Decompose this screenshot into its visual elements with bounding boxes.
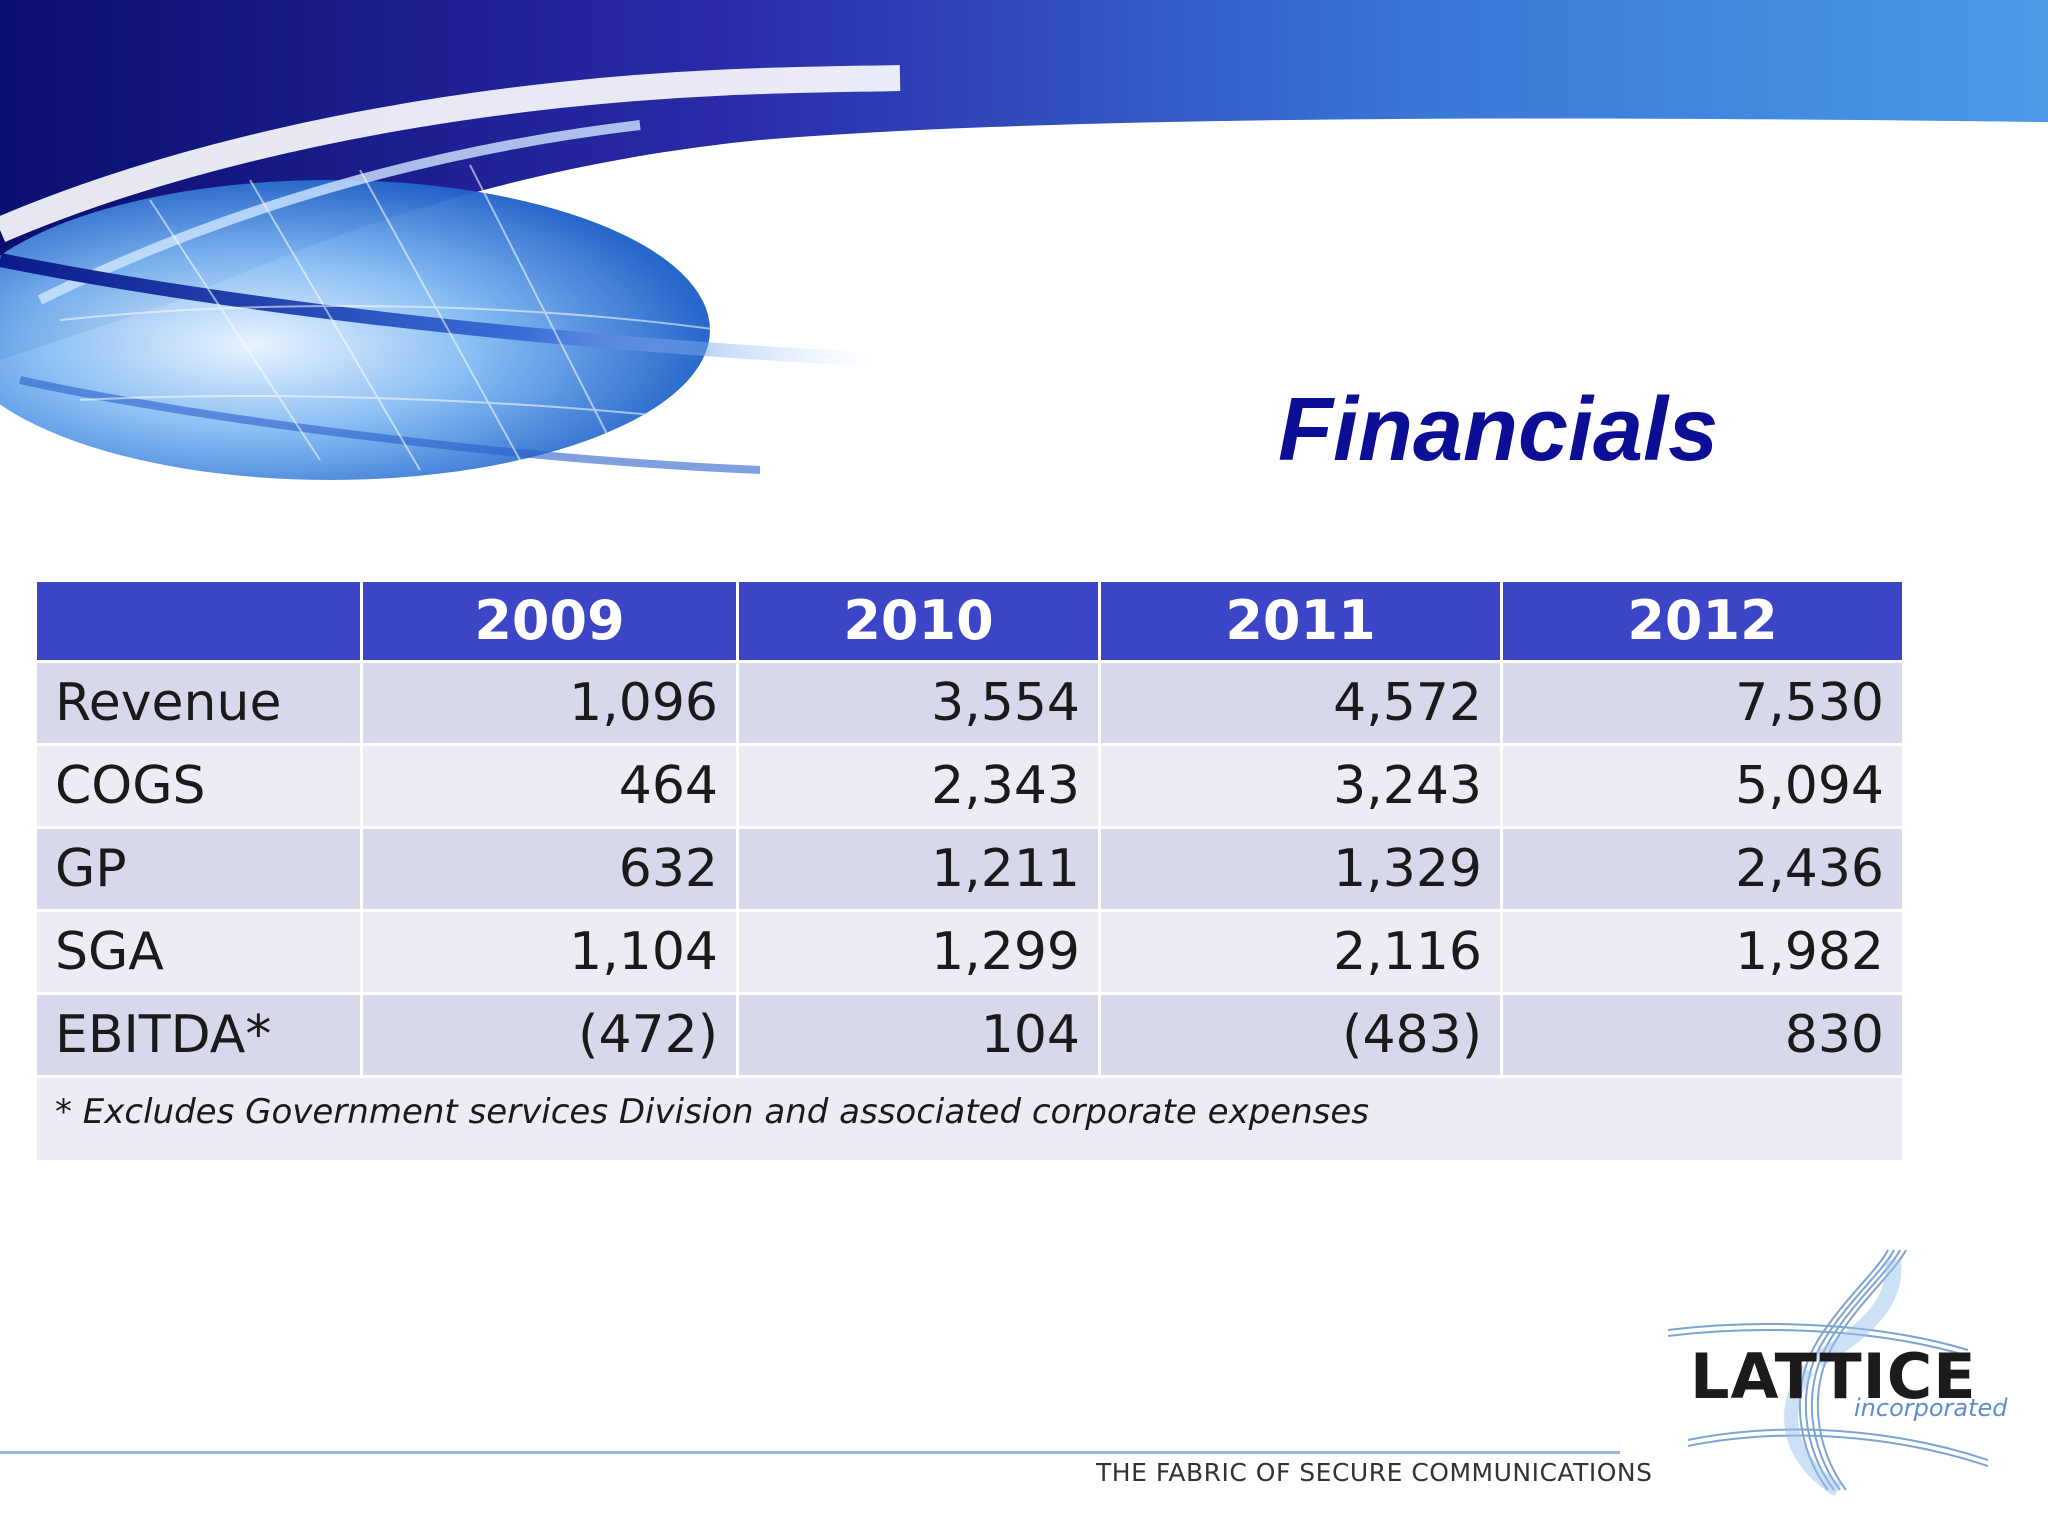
table-cell: 2,116 [1101, 912, 1500, 992]
slide-title: Financials [1278, 380, 1719, 480]
table-row-sga: SGA 1,104 1,299 2,116 1,982 [37, 912, 1902, 992]
table-cell: 3,243 [1101, 746, 1500, 826]
table-cell: (483) [1101, 995, 1500, 1075]
header-cell-2011: 2011 [1101, 582, 1500, 660]
header-cell-2009: 2009 [363, 582, 736, 660]
table-cell: 2,436 [1503, 829, 1902, 909]
table-cell: 1,982 [1503, 912, 1902, 992]
lattice-ribbon-logo-icon [1668, 1249, 1988, 1497]
logo-wordmark: LATTICE [1690, 1340, 1977, 1413]
header-cell-2010: 2010 [739, 582, 1098, 660]
financials-table: 2009 2010 2011 2012 Revenue 1,096 3,554 … [34, 579, 1905, 1163]
table-cell: (472) [363, 995, 736, 1075]
table-header-row: 2009 2010 2011 2012 [37, 582, 1902, 660]
table-cell: 1,329 [1101, 829, 1500, 909]
row-label: GP [37, 829, 360, 909]
table-cell: 7,530 [1503, 663, 1902, 743]
header-cell-2012: 2012 [1503, 582, 1902, 660]
footer-divider [0, 1451, 1620, 1454]
table-cell: 1,096 [363, 663, 736, 743]
table-cell: 1,104 [363, 912, 736, 992]
row-label: Revenue [37, 663, 360, 743]
table-row-ebitda: EBITDA* (472) 104 (483) 830 [37, 995, 1902, 1075]
table-footnote: * Excludes Government services Division … [37, 1078, 1902, 1160]
row-label: EBITDA* [37, 995, 360, 1075]
row-label: SGA [37, 912, 360, 992]
table-row-cogs: COGS 464 2,343 3,243 5,094 [37, 746, 1902, 826]
table-cell: 5,094 [1503, 746, 1902, 826]
footer-tagline: THE FABRIC OF SECURE COMMUNICATIONS [1096, 1458, 1653, 1487]
table-cell: 1,299 [739, 912, 1098, 992]
table-footnote-row: * Excludes Government services Division … [37, 1078, 1902, 1160]
table-cell: 830 [1503, 995, 1902, 1075]
table-cell: 632 [363, 829, 736, 909]
logo-subtitle: incorporated [1854, 1394, 2008, 1422]
table-cell: 2,343 [739, 746, 1098, 826]
header-cell-empty [37, 582, 360, 660]
row-label: COGS [37, 746, 360, 826]
table-cell: 3,554 [739, 663, 1098, 743]
table-cell: 4,572 [1101, 663, 1500, 743]
table-cell: 104 [739, 995, 1098, 1075]
table-row-revenue: Revenue 1,096 3,554 4,572 7,530 [37, 663, 1902, 743]
table-row-gp: GP 632 1,211 1,329 2,436 [37, 829, 1902, 909]
header-banner-graphic [0, 0, 2048, 480]
table-cell: 1,211 [739, 829, 1098, 909]
table-cell: 464 [363, 746, 736, 826]
